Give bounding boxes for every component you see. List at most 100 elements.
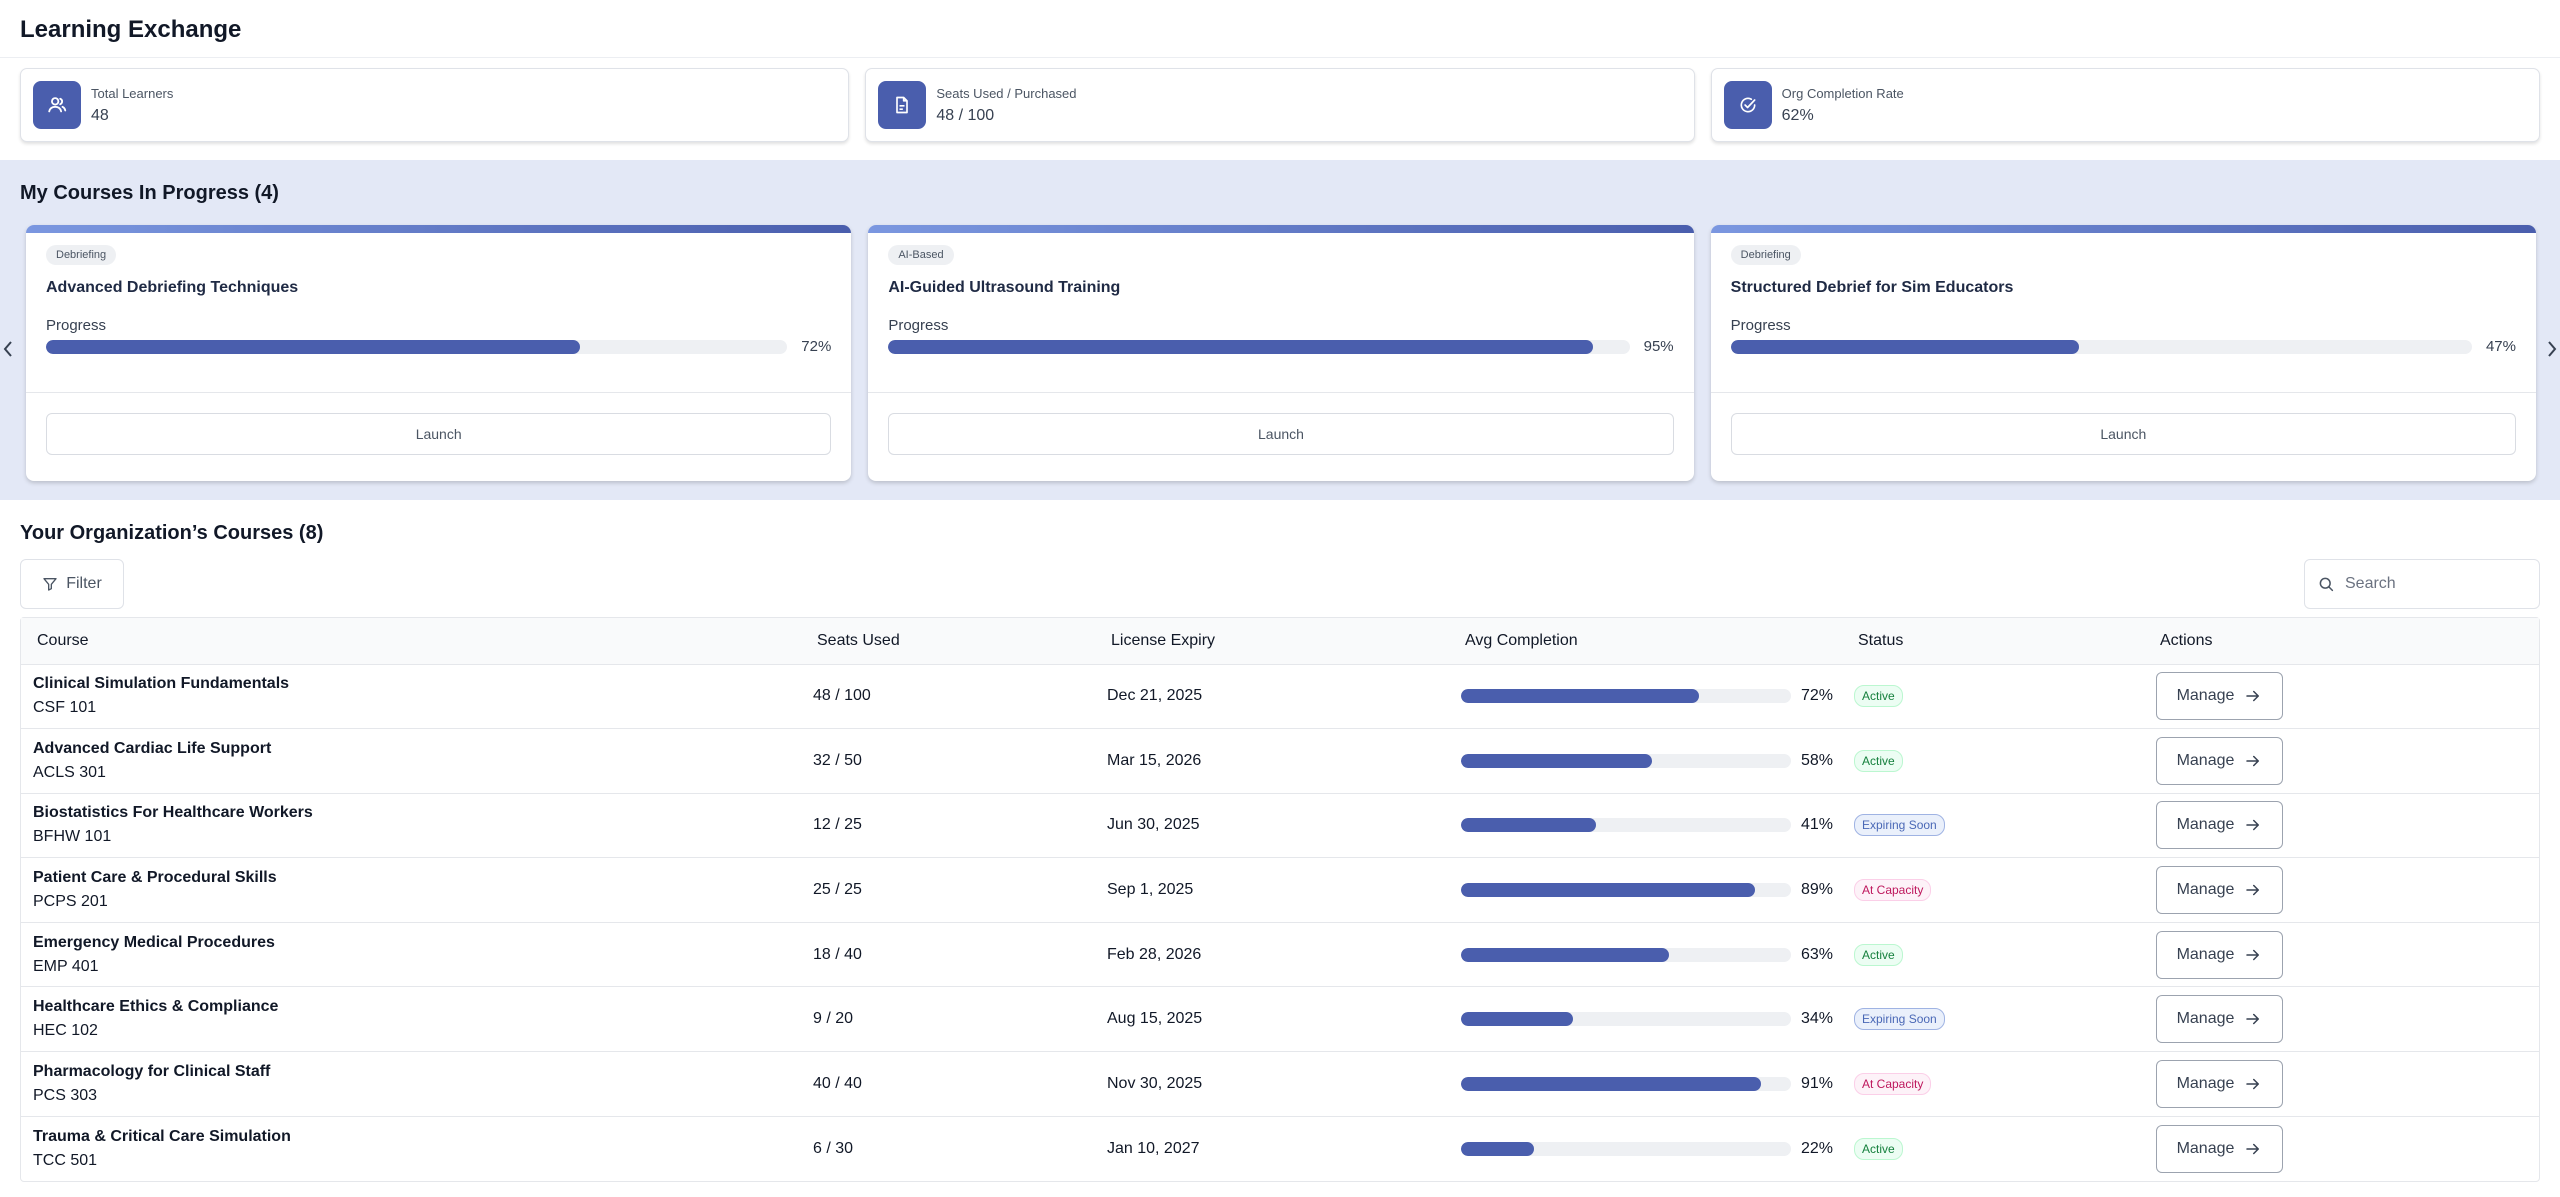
status-badge: Expiring Soon: [1854, 814, 1945, 837]
completion-fill: [1461, 689, 1699, 704]
stat-value: 48 / 100: [936, 106, 995, 124]
arrow-right-icon: [2246, 820, 2260, 831]
manage-button[interactable]: Manage: [2156, 736, 2283, 785]
users-icon: [33, 81, 81, 129]
status-badge: Active: [1854, 943, 1903, 966]
stat-value: 62%: [1781, 106, 1814, 124]
column-header: Seats Used: [817, 631, 900, 649]
manage-button[interactable]: Manage: [2156, 866, 2283, 915]
course-name: Patient Care & Procedural Skills: [33, 869, 277, 887]
column-header: Avg Completion: [1465, 631, 1578, 649]
column-header: License Expiry: [1111, 631, 1216, 649]
manage-button[interactable]: Manage: [2156, 1059, 2283, 1108]
completion-percent: 63%: [1801, 945, 1834, 963]
column-header: Course: [37, 631, 89, 649]
table-row: Emergency Medical Procedures EMP 401 18 …: [21, 922, 2539, 987]
check-circle-icon: [1723, 81, 1772, 129]
license-expiry: Feb 28, 2026: [1107, 945, 1202, 963]
completion-bar: [1461, 1141, 1791, 1156]
completion-bar: [1461, 689, 1791, 704]
course-name: Advanced Cardiac Life Support: [33, 739, 272, 757]
course-card: Debriefing Advanced Debriefing Technique…: [26, 225, 852, 481]
course-name: Clinical Simulation Fundamentals: [33, 675, 290, 693]
completion-fill: [1461, 753, 1653, 768]
org-courses-section: Your Organization’s Courses (8) Filter C…: [0, 500, 2560, 1182]
manage-label: Manage: [2176, 687, 2235, 705]
courses-in-progress-section: My Courses In Progress (4) Debriefing Ad…: [0, 160, 2560, 500]
license-expiry: Nov 30, 2025: [1107, 1074, 1203, 1092]
completion-fill: [1461, 1076, 1762, 1091]
table-row: Patient Care & Procedural Skills PCPS 20…: [21, 857, 2539, 923]
course-code: HEC 102: [33, 1022, 98, 1040]
course-name: Trauma & Critical Care Simulation: [33, 1127, 291, 1145]
launch-button[interactable]: Launch: [888, 413, 1674, 455]
completion-percent: 72%: [1801, 687, 1834, 705]
stats-row: Total Learners 48 Seats Used / Purchased…: [0, 58, 2560, 160]
license-expiry: Dec 21, 2025: [1107, 687, 1203, 705]
manage-button[interactable]: Manage: [2156, 995, 2283, 1044]
arrow-right-icon: [2246, 1143, 2260, 1154]
seats-used: 25 / 25: [813, 881, 862, 899]
manage-label: Manage: [2176, 1139, 2235, 1157]
course-code: PCS 303: [33, 1086, 98, 1104]
arrow-right-icon: [2246, 691, 2260, 702]
course-code: CSF 101: [33, 699, 97, 717]
status-badge: Expiring Soon: [1854, 1008, 1945, 1031]
progress-bar: [888, 339, 1630, 354]
table-row: Clinical Simulation Fundamentals CSF 101…: [21, 664, 2539, 729]
manage-label: Manage: [2176, 945, 2235, 963]
progress-label: Progress: [888, 317, 949, 334]
progress-fill: [1730, 339, 2080, 354]
seats-used: 18 / 40: [813, 945, 862, 963]
manage-label: Manage: [2176, 1010, 2235, 1028]
completion-fill: [1461, 1141, 1534, 1156]
manage-button[interactable]: Manage: [2156, 930, 2283, 979]
completion-percent: 58%: [1801, 751, 1834, 769]
completion-percent: 91%: [1801, 1074, 1834, 1092]
carousel-next-button[interactable]: [2544, 337, 2560, 361]
manage-button[interactable]: Manage: [2156, 672, 2283, 721]
section-title: My Courses In Progress (4): [20, 182, 279, 204]
launch-button[interactable]: Launch: [46, 413, 832, 455]
course-title: AI-Guided Ultrasound Training: [888, 279, 1121, 296]
course-code: EMP 401: [33, 957, 99, 975]
seats-used: 32 / 50: [813, 751, 862, 769]
completion-fill: [1461, 883, 1755, 898]
course-code: BFHW 101: [33, 828, 112, 846]
filter-label: Filter: [66, 575, 102, 592]
completion-fill: [1461, 1012, 1574, 1027]
completion-bar: [1461, 753, 1791, 768]
column-header: Actions: [2160, 631, 2213, 649]
category-tag: Debriefing: [1730, 245, 1801, 265]
search-input[interactable]: [2345, 575, 2515, 593]
manage-button[interactable]: Manage: [2156, 801, 2283, 850]
status-badge: Active: [1854, 1137, 1903, 1160]
carousel-prev-button[interactable]: [0, 337, 16, 361]
completion-bar: [1461, 1076, 1791, 1091]
completion-percent: 22%: [1801, 1139, 1834, 1157]
manage-button[interactable]: Manage: [2156, 1124, 2283, 1173]
card-accent-bar: [1710, 225, 2536, 233]
table-row: Trauma & Critical Care Simulation TCC 50…: [21, 1116, 2539, 1181]
table-row: Pharmacology for Clinical Staff PCS 303 …: [21, 1051, 2539, 1117]
stat-label: Total Learners: [91, 85, 174, 101]
filter-button[interactable]: Filter: [20, 559, 124, 609]
arrow-right-icon: [2246, 1014, 2260, 1025]
progress-percent: 47%: [2485, 338, 2516, 355]
course-code: PCPS 201: [33, 893, 108, 911]
course-name: Emergency Medical Procedures: [33, 933, 275, 951]
completion-fill: [1461, 818, 1597, 833]
manage-label: Manage: [2176, 1074, 2235, 1092]
course-code: TCC 501: [33, 1151, 98, 1169]
table-row: Healthcare Ethics & Compliance HEC 102 9…: [21, 986, 2539, 1052]
license-expiry: Aug 15, 2025: [1107, 1010, 1203, 1028]
completion-percent: 89%: [1801, 881, 1834, 899]
launch-button[interactable]: Launch: [1730, 413, 2516, 455]
completion-percent: 34%: [1801, 1010, 1834, 1028]
course-name: Biostatistics For Healthcare Workers: [33, 804, 313, 822]
status-badge: Active: [1854, 685, 1903, 708]
arrow-right-icon: [2246, 884, 2260, 896]
arrow-right-icon: [2246, 949, 2260, 960]
document-icon: [878, 81, 927, 129]
arrow-right-icon: [2246, 755, 2260, 767]
